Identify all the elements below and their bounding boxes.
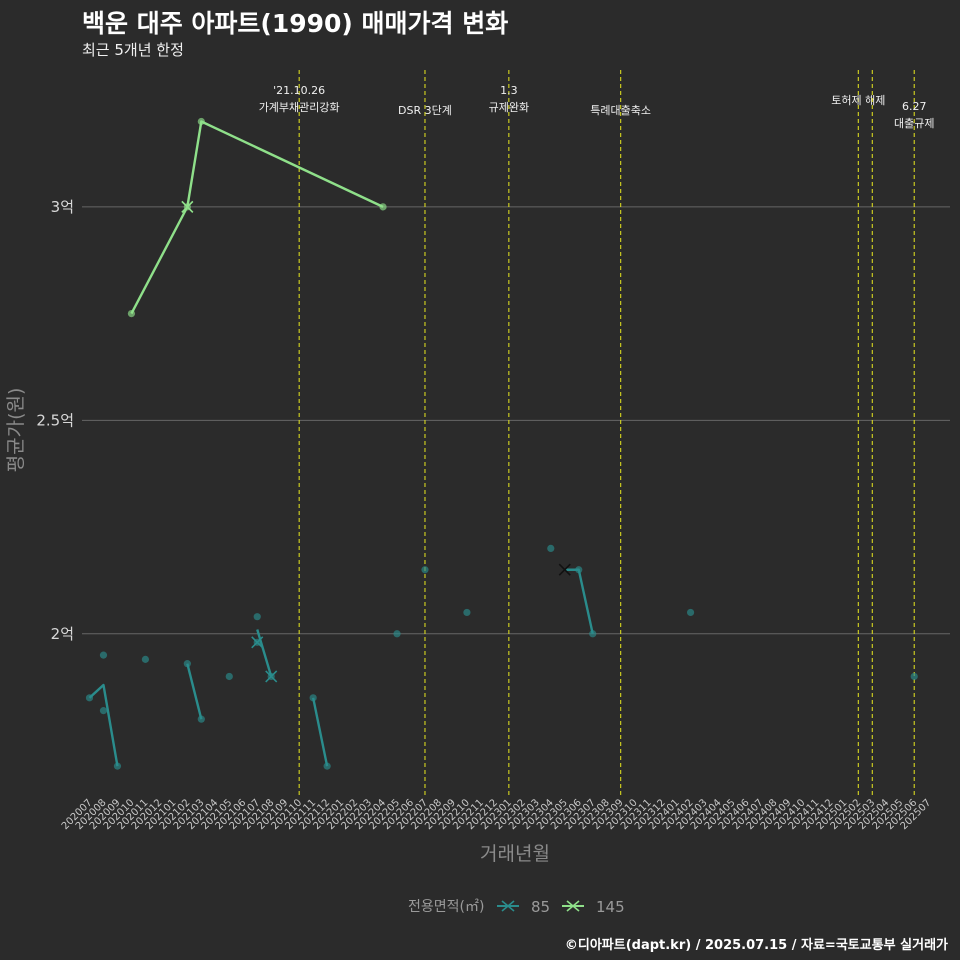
chart-subtitle: 최근 5개년 한정	[82, 41, 184, 59]
legend-85-cross-icon	[501, 900, 515, 912]
y-axis-title: 평균가(원)	[5, 388, 27, 473]
legend-85-label: 85	[531, 898, 550, 916]
data-point	[99, 651, 108, 659]
data-point	[686, 608, 695, 617]
legend-145-label: 145	[596, 898, 625, 916]
y-tick-label: 2.5억	[36, 411, 74, 429]
event-label: 규제완화	[489, 101, 529, 114]
event-label: 대출규제	[894, 117, 934, 130]
data-point	[85, 694, 94, 702]
legend-title: 전용면적(㎡)	[408, 899, 484, 915]
legend-item-145: 145	[562, 898, 625, 916]
x-axis-title: 거래년월	[480, 843, 550, 865]
event-label: 1.3	[500, 84, 518, 97]
data-point	[113, 762, 122, 770]
data-point	[323, 762, 331, 770]
legend-item-85: 85	[497, 898, 550, 916]
y-axis-ticks: 2억 2.5억 3억	[36, 198, 74, 643]
event-label: 특례대출축소	[590, 104, 651, 117]
series-85-line	[186, 663, 203, 720]
data-point	[309, 694, 317, 702]
series-85-line	[256, 629, 273, 677]
data-point	[225, 672, 233, 681]
chart-title: 백운 대주 아파트(1990) 매매가격 변화	[82, 9, 509, 38]
data-point	[547, 544, 555, 552]
grid-lines	[82, 206, 950, 635]
event-label: 가계부채관리강화	[259, 101, 340, 114]
series-145-line	[130, 120, 384, 315]
event-label: '21.10.26	[273, 84, 325, 97]
cross-marker	[251, 636, 264, 649]
event-lines: '21.10.26 가계부채관리강화 DSR 3단계 1.3 규제완화 특례대출축소 토허제…	[259, 70, 934, 796]
data-point	[421, 566, 429, 574]
cross-marker	[181, 200, 194, 213]
series-85-line	[88, 683, 119, 767]
series-85	[85, 544, 918, 770]
source-caption: ©디아파트(dapt.kr) / 2025.07.15 / 자료=국토교통부 실…	[564, 938, 948, 953]
legend-145-cross-icon	[566, 900, 580, 912]
series-85-line	[564, 568, 594, 635]
series-145	[127, 117, 387, 318]
event-label: 토허제 해제	[831, 93, 885, 107]
series-85-line	[311, 697, 329, 767]
data-point	[127, 310, 136, 318]
data-point	[575, 566, 583, 574]
data-point	[99, 707, 108, 715]
y-tick-label: 2억	[51, 625, 74, 643]
legend: 전용면적(㎡) 85 145	[408, 898, 625, 916]
data-point	[141, 655, 150, 663]
event-label: DSR 3단계	[398, 104, 452, 117]
data-point	[463, 608, 471, 617]
data-point	[589, 630, 597, 638]
x-axis-ticks: 2020072020082020092020102020112020122021…	[60, 797, 933, 832]
data-point	[197, 715, 205, 723]
data-point	[910, 672, 918, 681]
data-point	[379, 203, 387, 211]
cross-marker	[265, 670, 278, 683]
data-point	[197, 117, 205, 126]
event-label: 6.27	[902, 100, 927, 113]
cross-marker	[558, 563, 571, 576]
data-point	[183, 660, 191, 668]
data-point	[253, 613, 261, 621]
y-tick-label: 3억	[51, 198, 74, 216]
data-point	[393, 630, 401, 638]
